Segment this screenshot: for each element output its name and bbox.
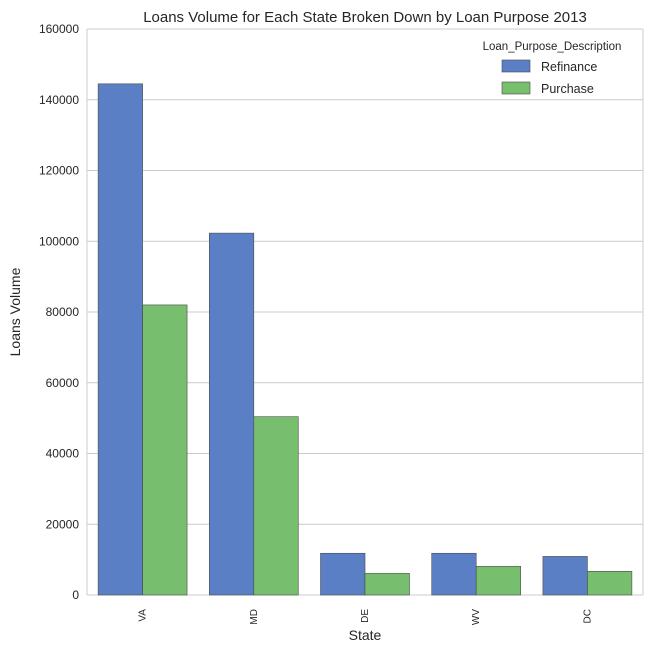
y-tick-label: 120000 — [39, 164, 79, 178]
x-tick-label: DE — [360, 609, 371, 623]
x-tick-label: VA — [138, 609, 149, 622]
bar-refinance-va — [97, 83, 143, 596]
legend-title: Loan_Purpose_Description — [483, 41, 622, 53]
x-tick-label: WV — [471, 609, 482, 625]
y-tick-label: 160000 — [39, 22, 79, 36]
x-tick-label: DC — [582, 609, 593, 623]
legend-label-refinance: Refinance — [541, 60, 597, 74]
legend-label-purchase: Purchase — [541, 82, 594, 96]
chart-title: Loans Volume for Each State Broken Down … — [143, 9, 587, 26]
bar-purchase-wv — [475, 566, 521, 596]
y-tick-label: 80000 — [46, 305, 80, 319]
bar-purchase-md — [253, 416, 299, 596]
y-tick-label: 0 — [72, 588, 79, 602]
y-tick-label: 20000 — [46, 517, 80, 531]
y-tick-label: 140000 — [39, 93, 79, 107]
legend: Loan_Purpose_Description Refinance Purcha… — [483, 41, 622, 96]
bar-refinance-dc — [542, 556, 588, 596]
y-axis-ticks: 0 20000 40000 60000 80000 100000 120000 140000 1… — [39, 22, 79, 602]
y-axis-label: Loans Volume — [7, 267, 23, 356]
y-tick-label: 60000 — [46, 376, 80, 390]
y-tick-label: 100000 — [39, 234, 79, 248]
bar-purchase-dc — [587, 570, 633, 596]
bar-refinance-wv — [431, 552, 477, 596]
bars — [97, 83, 633, 596]
x-axis-label: State — [349, 627, 382, 643]
x-axis-ticks: VA MD DE WV DC — [138, 609, 594, 625]
legend-swatch-purchase — [501, 81, 531, 95]
bar-purchase-de — [364, 573, 410, 596]
bar-purchase-va — [142, 304, 188, 596]
bar-refinance-md — [209, 232, 255, 596]
y-tick-label: 40000 — [46, 447, 80, 461]
x-tick-label: MD — [249, 609, 260, 625]
bar-refinance-de — [320, 552, 366, 596]
legend-swatch-refinance — [501, 59, 531, 73]
